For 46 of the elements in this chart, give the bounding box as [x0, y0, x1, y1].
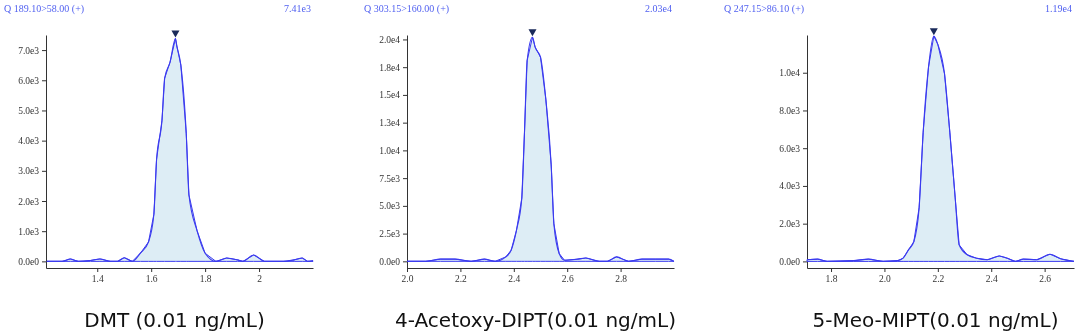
x-tick-label: 2.4 [508, 273, 521, 284]
x-tick-label: 2.8 [615, 273, 628, 284]
y-tick-label: 1.8e4 [379, 62, 401, 73]
text: 2.03e4 [645, 3, 672, 14]
x-tick-label: 2.4 [985, 273, 998, 284]
x-axis-title: 4-Acetoxy-DIPT(0.01 ng/mL) [395, 308, 676, 332]
y-tick-label: 6.0e3 [18, 75, 40, 86]
y-tick-label: 1.0e4 [779, 68, 801, 79]
y-tick-label: 2.0e3 [18, 196, 40, 207]
y-tick-label: 0.0e0 [779, 256, 801, 267]
y-tick-label: 7.0e3 [18, 45, 40, 56]
x-tick-label: 1.8 [199, 273, 212, 284]
y-tick-label: 2.0e3 [779, 219, 801, 230]
x-axis-title: DMT (0.01 ng/mL) [84, 308, 265, 332]
y-tick-label: 0.0e0 [18, 256, 40, 267]
chart-title: Q 247.15>86.10 (+) [724, 3, 805, 15]
x-tick-label: 2 [257, 273, 263, 284]
chart-title: Q 189.10>58.00 (+) [4, 3, 85, 15]
y-tick-label: 0.0e0 [379, 256, 401, 267]
x-tick-label: 2.0 [878, 273, 892, 284]
y-tick-label: 1.0e4 [379, 145, 401, 156]
x-axis-title: 5-Meo-MIPT(0.01 ng/mL) [812, 308, 1059, 332]
y-tick-label: 2.0e4 [379, 34, 401, 45]
y-tick-label: 1.3e4 [379, 118, 401, 129]
y-tick-label: 4.0e3 [779, 181, 801, 192]
y-tick-label: 7.5e3 [379, 173, 401, 184]
y-tick-label: 2.5e3 [379, 229, 401, 240]
x-tick-label: 1.4 [91, 273, 104, 284]
x-tick-label: 1.6 [145, 273, 158, 284]
x-tick-label: 2.6 [1039, 273, 1052, 284]
y-tick-label: 6.0e3 [779, 143, 801, 154]
y-tick-label: 3.0e3 [18, 166, 40, 177]
x-tick-label: 2.2 [454, 273, 468, 284]
y-tick-label: 5.0e3 [379, 201, 401, 212]
y-tick-label: 8.0e3 [779, 106, 801, 117]
y-tick-label: 1.0e3 [18, 226, 40, 237]
y-tick-label: 1.5e4 [379, 90, 401, 101]
x-tick-label: 2.0 [401, 273, 414, 284]
text: 1.19e4 [1045, 3, 1072, 14]
y-tick-label: 4.0e3 [18, 136, 40, 147]
text: 7.41e3 [284, 3, 311, 14]
x-tick-label: 2.6 [561, 273, 574, 284]
x-tick-label: 1.8 [825, 273, 838, 284]
y-tick-label: 5.0e3 [18, 105, 40, 116]
chart-title: Q 303.15>160.00 (+) [364, 3, 450, 15]
x-tick-label: 2.2 [932, 273, 945, 284]
